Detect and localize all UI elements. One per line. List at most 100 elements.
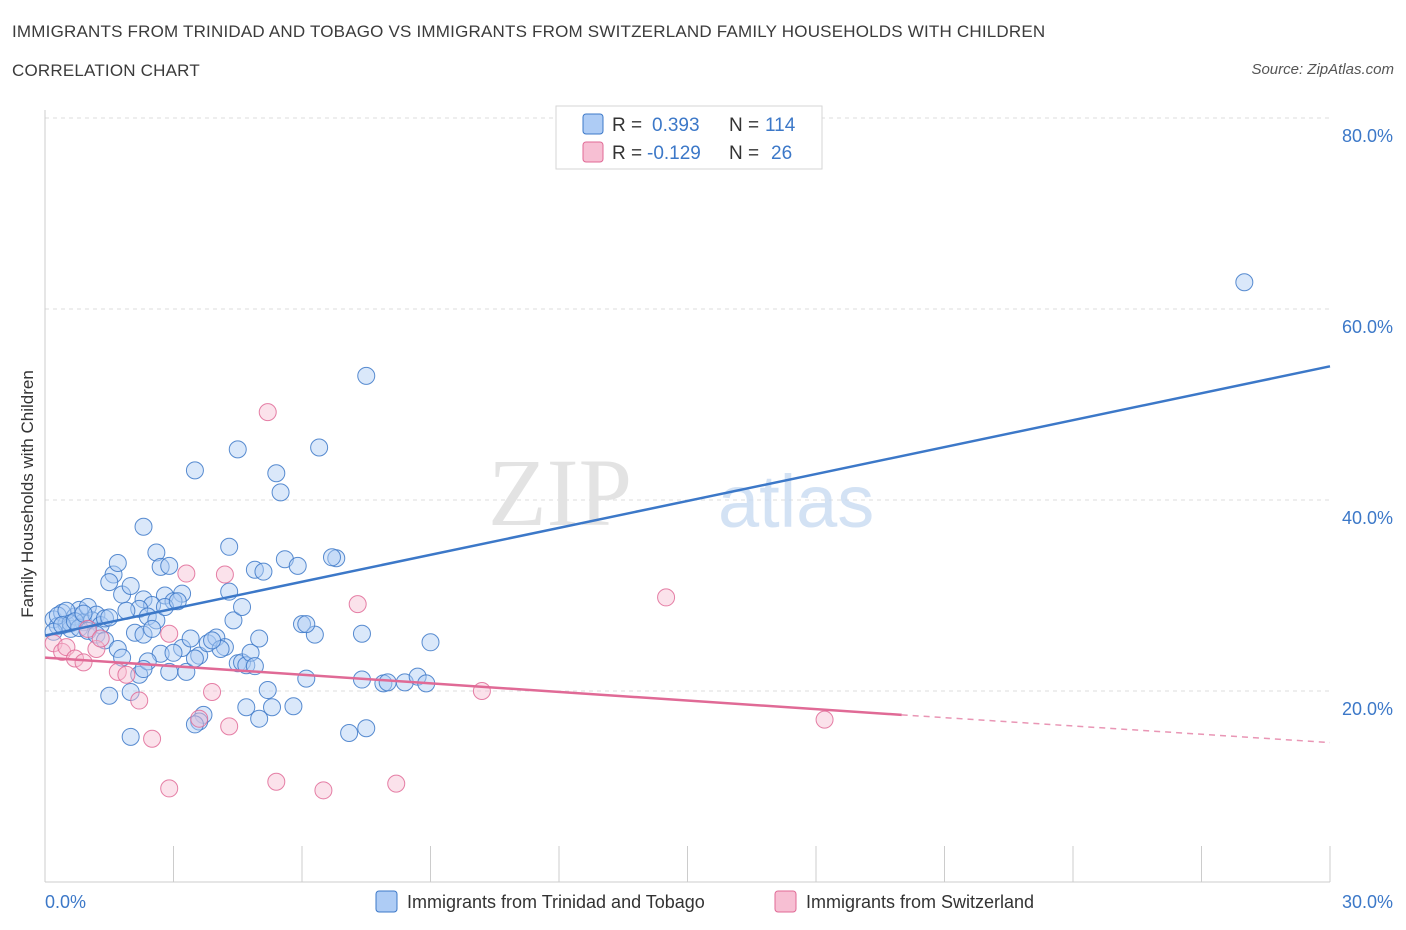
point-trinidad-109 — [160, 662, 179, 681]
y-tick-label-2: 40.0% — [1342, 508, 1393, 528]
point-trinidad-84 — [254, 562, 273, 581]
x-tick-label-1: 30.0% — [1342, 892, 1393, 912]
legend-swatch-blue — [582, 113, 604, 135]
point-trinidad-96 — [185, 461, 204, 480]
point-trinidad-112 — [1235, 273, 1254, 292]
point-trinidad-29 — [134, 590, 153, 609]
bottom-legend-label-blue: Immigrants from Trinidad and Tobago — [407, 892, 705, 912]
point-switzerland-14 — [190, 709, 209, 728]
point-switzerland-16 — [203, 682, 222, 701]
point-switzerland-21 — [314, 781, 333, 800]
point-trinidad-73 — [121, 727, 140, 746]
point-trinidad-68 — [203, 631, 222, 650]
bottom-legend-swatch-pink — [774, 890, 797, 913]
point-trinidad-80 — [220, 537, 239, 556]
point-switzerland-26 — [815, 710, 834, 729]
point-trinidad-91 — [322, 548, 341, 567]
watermark-atlas: atlas — [718, 460, 874, 543]
chart-title: IMMIGRANTS FROM TRINIDAD AND TOBAGO VS I… — [12, 22, 1046, 41]
point-switzerland-19 — [258, 403, 277, 422]
point-trinidad-110 — [181, 629, 200, 648]
legend-n-value-1: 114 — [765, 115, 796, 136]
point-trinidad-89 — [340, 724, 359, 743]
point-switzerland-23 — [387, 774, 406, 793]
point-switzerland-25 — [657, 588, 676, 607]
point-switzerland-15 — [215, 565, 234, 584]
trend-lines — [44, 365, 1331, 744]
point-trinidad-93 — [271, 483, 290, 502]
legend-swatch-pink — [582, 141, 604, 163]
point-trinidad-111 — [357, 366, 376, 385]
series-legend: Immigrants from Trinidad and Tobago Immi… — [375, 890, 1034, 913]
point-trinidad-27 — [121, 576, 140, 595]
point-trinidad-66 — [224, 611, 243, 630]
bottom-legend-swatch-blue — [375, 890, 398, 913]
point-trinidad-85 — [293, 615, 311, 634]
point-trinidad-95 — [228, 440, 247, 459]
point-trinidad-102 — [378, 673, 397, 692]
point-trinidad-77 — [284, 697, 303, 716]
legend-n-value-2: 26 — [771, 143, 792, 164]
point-switzerland-18 — [160, 779, 179, 798]
x-tick-label-0: 0.0% — [45, 892, 86, 912]
point-trinidad-74 — [237, 698, 256, 717]
point-switzerland-9 — [117, 665, 136, 684]
point-switzerland-10 — [130, 691, 149, 710]
point-trinidad-97 — [134, 517, 153, 536]
series-switzerland-points — [44, 403, 834, 800]
point-trinidad-108 — [164, 643, 183, 662]
point-trinidad-25 — [108, 554, 127, 573]
tick-labels: 80.0% 60.0% 40.0% 20.0% 0.0% 30.0% — [45, 126, 1393, 912]
point-switzerland-4 — [74, 653, 93, 672]
source-label: Source: ZipAtlas.com — [1251, 61, 1394, 78]
point-trinidad-87 — [297, 669, 316, 688]
point-switzerland-24 — [472, 682, 491, 700]
point-trinidad-30 — [147, 543, 166, 562]
point-trinidad-44 — [168, 592, 187, 611]
point-trinidad-90 — [357, 719, 376, 738]
y-tick-label-3: 20.0% — [1342, 699, 1393, 719]
point-switzerland-20 — [267, 772, 286, 791]
legend-r-label-2: R = — [612, 143, 642, 164]
legend-r-value-1: 0.393 — [652, 115, 700, 136]
point-trinidad-94 — [310, 438, 329, 457]
point-switzerland-6 — [87, 639, 106, 658]
bottom-legend-label-pink: Immigrants from Switzerland — [806, 892, 1034, 912]
y-tick-label-0: 80.0% — [1342, 126, 1393, 146]
point-trinidad-104 — [421, 633, 440, 652]
point-trinidad-79 — [250, 629, 269, 648]
y-tick-label-1: 60.0% — [1342, 317, 1393, 337]
chart-subtitle: CORRELATION CHART — [12, 61, 200, 80]
point-switzerland-22 — [348, 595, 367, 614]
axes — [44, 110, 1331, 883]
watermark-zip: ZIP — [488, 439, 632, 546]
point-trinidad-41 — [134, 625, 153, 644]
point-trinidad-50 — [100, 686, 119, 705]
point-switzerland-11 — [143, 729, 162, 748]
point-trinidad-98 — [297, 615, 316, 634]
trend-line-extension-switzerland — [901, 714, 1331, 744]
point-trinidad-83 — [288, 556, 307, 575]
point-trinidad-113 — [143, 619, 162, 638]
point-switzerland-7 — [91, 629, 110, 648]
point-trinidad-46 — [108, 639, 127, 658]
point-trinidad-78 — [258, 681, 277, 700]
legend-n-label-1: N = — [729, 115, 759, 136]
point-switzerland-13 — [177, 564, 196, 583]
point-trinidad-23 — [74, 604, 93, 623]
point-switzerland-12 — [160, 624, 179, 643]
point-trinidad-75 — [250, 709, 269, 728]
point-trinidad-92 — [267, 464, 286, 483]
point-switzerland-17 — [220, 717, 239, 736]
point-trinidad-76 — [263, 698, 282, 717]
legend-r-label-1: R = — [612, 115, 642, 136]
correlation-legend: R = 0.393 N = 114 R = -0.129 N = 26 — [555, 105, 823, 170]
point-trinidad-32 — [160, 556, 179, 575]
series-trinidad-points — [44, 273, 1254, 746]
point-trinidad-99 — [352, 624, 371, 643]
y-axis-label: Family Households with Children — [18, 370, 37, 618]
legend-n-label-2: N = — [729, 143, 759, 164]
legend-r-value-2: -0.129 — [647, 143, 701, 164]
trend-line-switzerland — [44, 656, 902, 717]
